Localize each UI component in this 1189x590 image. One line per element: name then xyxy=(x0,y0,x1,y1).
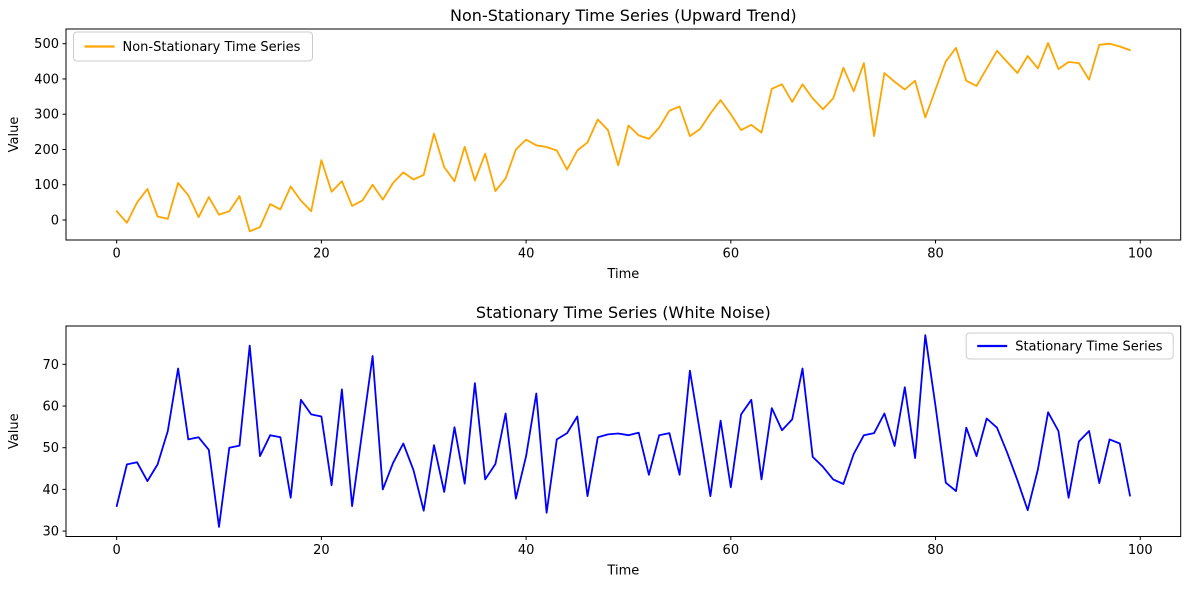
top-x-tick-label: 20 xyxy=(313,247,330,262)
bottom-y-tick-label: 40 xyxy=(42,483,59,498)
bottom-axes-spines xyxy=(65,325,1182,537)
bottom-x-tick-label: 100 xyxy=(1128,543,1153,558)
top-axes-spines xyxy=(65,28,1182,241)
bottom-x-tick-label: 40 xyxy=(518,543,535,558)
bottom-y-tick-label: 60 xyxy=(42,400,59,415)
bottom-x-tick-label: 20 xyxy=(313,543,330,558)
top-y-tick-label: 300 xyxy=(34,108,59,123)
top-y-tick-label: 400 xyxy=(34,72,59,87)
top-legend-box xyxy=(73,31,313,62)
bottom-x-tick-label: 60 xyxy=(723,543,740,558)
top-y-axis-label: Value xyxy=(7,117,22,153)
bottom-y-tick-label: 30 xyxy=(42,525,59,540)
top-y-tick-label: 100 xyxy=(34,178,59,193)
top-series-line xyxy=(115,42,1131,233)
top-x-tick-label: 40 xyxy=(518,247,535,262)
bottom-legend: Stationary Time Series xyxy=(965,332,1174,360)
bottom-y-tick-label: 70 xyxy=(42,358,59,373)
bottom-series-line xyxy=(115,334,1131,528)
bottom-chart: 0 20 40 60 80 100 30 40 50 60 70 Stationary Time Se… xyxy=(7,303,1182,579)
top-x-tick-label: 60 xyxy=(723,247,740,262)
top-chart: 0 20 40 60 80 100 0 100 200 300 400 500 Non-Stationa… xyxy=(7,6,1182,282)
bottom-legend-box xyxy=(965,332,1174,360)
bottom-legend-label: Stationary Time Series xyxy=(1015,340,1163,355)
bottom-y-axis-label: Value xyxy=(7,413,22,449)
top-y-tick-label: 200 xyxy=(34,143,59,158)
bottom-x-axis-label: Time xyxy=(606,564,639,579)
top-legend-label: Non-Stationary Time Series xyxy=(123,40,301,55)
top-legend: Non-Stationary Time Series xyxy=(73,31,313,62)
top-chart-title: Non-Stationary Time Series (Upward Trend… xyxy=(450,6,797,25)
top-x-axis-label: Time xyxy=(606,267,639,282)
bottom-x-tick-label: 0 xyxy=(113,543,121,558)
bottom-chart-title: Stationary Time Series (White Noise) xyxy=(476,303,771,322)
bottom-y-tick-label: 50 xyxy=(42,441,59,456)
top-x-tick-label: 80 xyxy=(927,247,944,262)
top-y-tick-label: 0 xyxy=(51,214,59,229)
top-y-tick-label: 500 xyxy=(34,37,59,52)
bottom-x-tick-label: 80 xyxy=(927,543,944,558)
top-x-tick-label: 100 xyxy=(1128,247,1153,262)
top-x-tick-label: 0 xyxy=(113,247,121,262)
